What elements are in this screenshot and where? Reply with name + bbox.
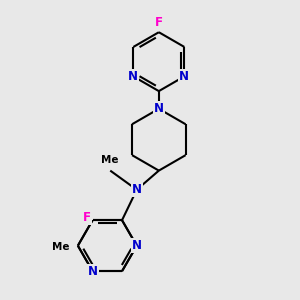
Text: N: N [88, 265, 98, 278]
Text: N: N [154, 102, 164, 115]
Text: F: F [155, 16, 163, 29]
Text: F: F [83, 211, 91, 224]
Text: N: N [179, 70, 189, 83]
Text: N: N [132, 239, 142, 252]
Text: N: N [132, 183, 142, 196]
Text: Me: Me [101, 155, 119, 165]
Text: Me: Me [52, 242, 69, 252]
Text: N: N [128, 70, 138, 83]
